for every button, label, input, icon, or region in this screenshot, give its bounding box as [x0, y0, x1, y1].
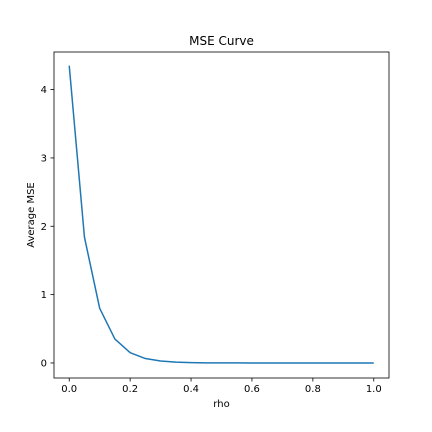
series-line-0 [68, 65, 374, 364]
y-tick-label: 3 [41, 153, 47, 164]
x-tick-label: 0.2 [122, 384, 138, 395]
x-tick-label: 0.8 [305, 384, 321, 395]
chart-title: MSE Curve [189, 34, 254, 48]
x-tick-label: 1.0 [366, 384, 382, 395]
y-axis: 0 1 2 3 4 [41, 85, 54, 369]
x-tick-label: 0.0 [61, 384, 77, 395]
y-tick-label: 1 [41, 290, 47, 301]
y-tick-label: 4 [41, 85, 47, 96]
x-axis: 0.0 0.2 0.4 0.6 0.8 1.0 [61, 378, 382, 395]
y-axis-label: Average MSE [26, 182, 37, 248]
x-tick-label: 0.6 [244, 384, 260, 395]
plot-frame [53, 51, 390, 379]
x-axis-label: rho [213, 399, 229, 410]
x-tick-label: 0.4 [183, 384, 199, 395]
series-layer [68, 65, 374, 364]
y-tick-label: 2 [41, 222, 47, 233]
y-tick-label: 0 [41, 358, 47, 369]
